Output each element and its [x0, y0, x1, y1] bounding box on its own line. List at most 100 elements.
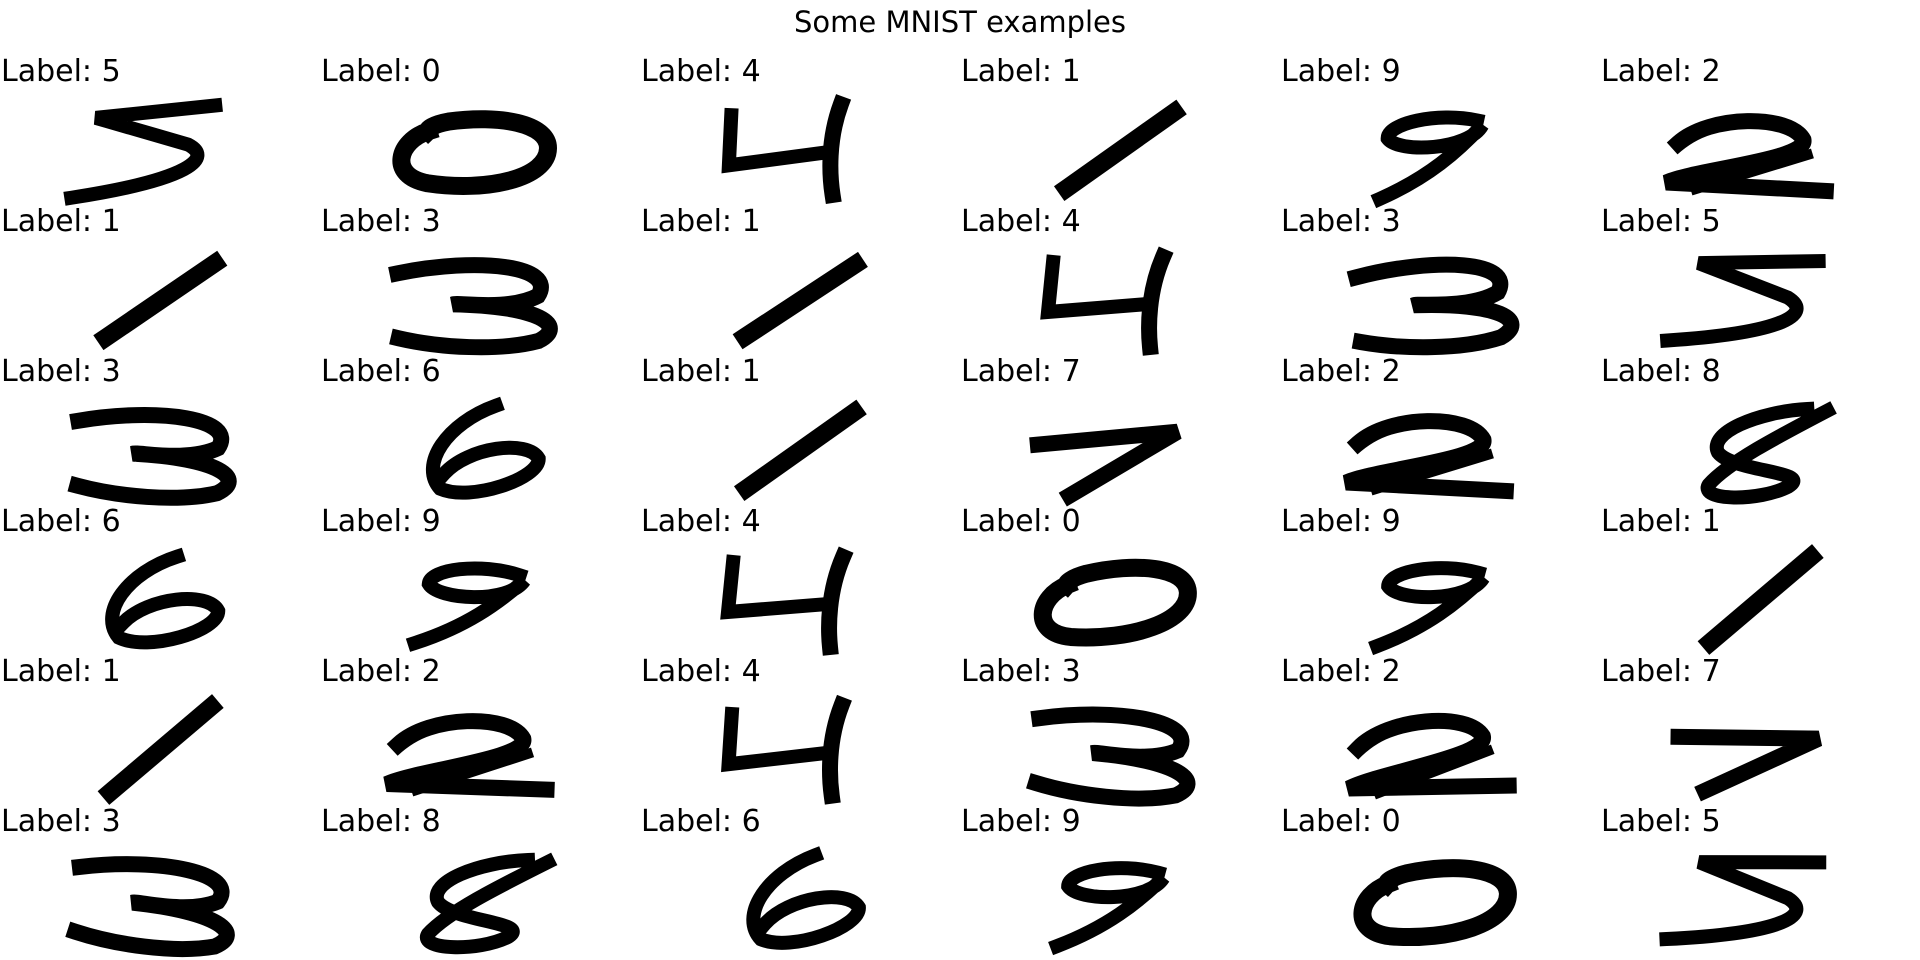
digit-label: Label: 3 [321, 204, 441, 239]
digit-stroke [67, 407, 237, 506]
digit-stroke [721, 706, 836, 773]
digit-label: Label: 6 [1, 504, 121, 539]
digit-stroke [1026, 706, 1196, 807]
digit-label: Label: 9 [961, 804, 1081, 839]
digit-label: Label: 3 [1281, 204, 1401, 239]
digit-stroke [1659, 254, 1826, 348]
digit-stroke [1372, 744, 1495, 800]
digit-image [1029, 423, 1182, 507]
digit-label: Label: 1 [961, 54, 1081, 89]
digit-cell: Label: 0 [320, 52, 644, 203]
digit-cell: Label: 6 [320, 352, 644, 503]
digit-label: Label: 5 [1601, 204, 1721, 239]
digit-cell: Label: 2 [1280, 352, 1604, 503]
digit-cell: Label: 5 [0, 52, 324, 206]
digit-stroke [388, 257, 558, 356]
digit-stroke [1353, 859, 1517, 946]
digit-label: Label: 5 [1601, 804, 1721, 839]
digit-image [93, 250, 228, 351]
digit-cell: Label: 8 [320, 802, 644, 955]
digit-cell: Label: 3 [960, 652, 1284, 807]
digit-cell: Label: 6 [640, 802, 964, 953]
digit-label: Label: 8 [1601, 354, 1721, 389]
mnist-grid: Label: 5 Label: 0 Label: 4 Label: 1 Label: 9… [0, 52, 1920, 958]
digit-stroke [65, 856, 235, 958]
digit-label: Label: 2 [321, 654, 441, 689]
digit-cell: Label: 9 [1280, 52, 1604, 209]
digit-image [1048, 861, 1170, 956]
digit-stroke [63, 97, 223, 206]
digit-stroke [410, 747, 535, 797]
digit-cell: Label: 7 [1600, 652, 1920, 803]
digit-stroke [1346, 256, 1520, 356]
digit-stroke [1053, 99, 1187, 201]
digit-stroke [1662, 113, 1835, 200]
digit-label: Label: 6 [641, 804, 761, 839]
digit-image [1033, 558, 1197, 647]
digit-image [1670, 728, 1823, 802]
digit-image [1368, 561, 1490, 656]
digit-label: Label: 1 [641, 204, 761, 239]
digit-image [405, 561, 530, 652]
digit-label: Label: 4 [641, 504, 761, 539]
digit-image [425, 396, 546, 500]
digit-cell: Label: 4 [640, 502, 964, 656]
digit-stroke [419, 852, 558, 955]
digit-image [721, 694, 852, 805]
digit-stroke [1369, 448, 1494, 496]
digit-image [383, 713, 555, 798]
digit-cell: Label: 3 [0, 802, 324, 958]
digit-label: Label: 0 [321, 54, 441, 89]
digit-label: Label: 9 [1281, 54, 1401, 89]
digit-cell: Label: 5 [1600, 202, 1920, 353]
digit-image [105, 547, 226, 650]
digit-cell: Label: 3 [1280, 202, 1604, 356]
digit-image [732, 251, 868, 350]
digit-cell: Label: 1 [1600, 502, 1920, 655]
digit-stroke [732, 251, 868, 350]
digit-label: Label: 5 [1, 54, 121, 89]
digit-stroke [383, 713, 555, 798]
digit-cell: Label: 9 [320, 502, 644, 653]
digit-image [1345, 712, 1517, 800]
digit-cell: Label: 0 [960, 502, 1284, 653]
digit-stroke [1029, 423, 1182, 507]
digit-stroke [1368, 561, 1490, 656]
digit-image [720, 546, 854, 656]
digit-image [1659, 254, 1826, 348]
digit-image [746, 846, 866, 950]
digit-cell: Label: 3 [320, 202, 644, 356]
figure-title: Some MNIST examples [794, 5, 1126, 39]
digit-cell: Label: 0 [1280, 802, 1604, 953]
digit-image [1040, 246, 1174, 356]
digit-label: Label: 0 [1281, 804, 1401, 839]
digit-label: Label: 6 [321, 354, 441, 389]
digit-label: Label: 1 [641, 354, 761, 389]
digit-stroke [733, 399, 867, 501]
digit-stroke [1040, 254, 1156, 320]
digit-stroke [1697, 544, 1824, 655]
digit-label: Label: 7 [1601, 654, 1721, 689]
digit-label: Label: 2 [1601, 54, 1721, 89]
digit-cell: Label: 9 [1280, 502, 1604, 656]
digit-image [65, 856, 235, 958]
digit-image [721, 94, 852, 205]
digit-label: Label: 1 [1, 204, 121, 239]
digit-image [1342, 413, 1515, 500]
digit-cell: Label: 4 [640, 52, 964, 205]
digit-image [419, 852, 558, 955]
digit-stroke [1345, 712, 1517, 797]
digit-label: Label: 3 [1, 804, 121, 839]
digit-image [1662, 113, 1835, 200]
digit-stroke [1342, 413, 1515, 500]
digit-image [1353, 859, 1517, 946]
digit-label: Label: 7 [961, 354, 1081, 389]
digit-stroke [720, 554, 836, 620]
digit-cell: Label: 1 [640, 202, 964, 353]
digit-stroke [1659, 855, 1827, 947]
digit-stroke [392, 110, 557, 195]
digit-label: Label: 8 [321, 804, 441, 839]
digit-cell: Label: 7 [960, 352, 1284, 507]
digit-stroke [93, 250, 228, 351]
digit-label: Label: 4 [641, 54, 761, 89]
